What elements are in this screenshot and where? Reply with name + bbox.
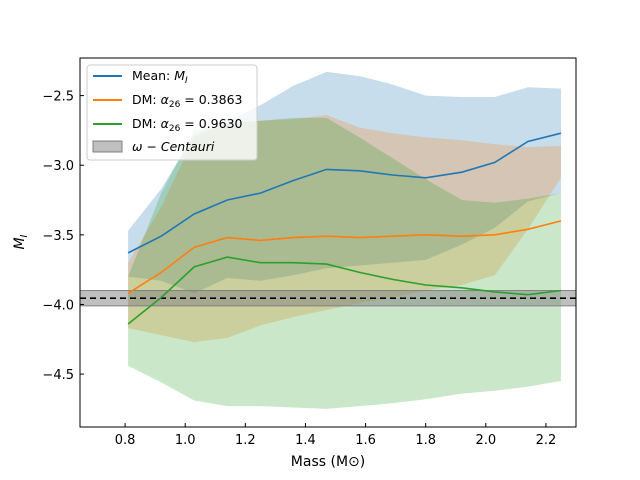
y-tick-label: −3.0: [42, 159, 74, 174]
x-axis-ticks: 0.8 1.0 1.2 1.4 1.6 1.8 2.0 2.2: [115, 423, 557, 448]
plot-frame: [79, 57, 577, 428]
x-axis-label: Mass (M⊙): [291, 454, 365, 470]
legend-label-mean: Mean: MI: [132, 68, 188, 86]
series-line-1: [127, 220, 562, 294]
legend-label-dm-0.3863: DM: α26 = 0.3863: [132, 92, 242, 110]
legend-swatch-omega-centauri: [92, 140, 123, 153]
series-line-0: [127, 132, 562, 254]
confidence-band-series-2: [128, 117, 561, 409]
y-axis-ticks: −4.5 −4.0 −3.5 −3.0 −2.5: [42, 90, 84, 383]
x-tick-label: 1.2: [235, 433, 256, 448]
x-tick-label: 2.2: [536, 433, 557, 448]
x-tick-label: 0.8: [115, 433, 136, 448]
x-tick-label: 1.8: [415, 433, 436, 448]
y-tick-label: −3.5: [42, 229, 74, 244]
y-tick-label: −4.5: [42, 368, 74, 383]
y-tick-label: −2.5: [42, 90, 74, 105]
x-tick-label: 1.0: [175, 433, 196, 448]
legend-label-dm-0.9630: DM: α26 = 0.9630: [132, 116, 243, 134]
legend: Mean: MI DM: α26 = 0.3863 DM: α26 = 0.96…: [86, 64, 258, 161]
series-line-2: [127, 256, 562, 325]
series-lines: [127, 132, 562, 325]
confidence-band-series-1: [128, 115, 561, 343]
x-tick-label: 1.4: [295, 433, 316, 448]
legend-label-omega-centauri: ω − Centauri: [132, 139, 215, 154]
x-tick-label: 2.0: [475, 433, 496, 448]
legend-frame: [86, 64, 258, 161]
y-axis-label: MI: [12, 234, 30, 249]
x-tick-label: 1.6: [355, 433, 376, 448]
y-tick-label: −4.0: [42, 298, 74, 313]
